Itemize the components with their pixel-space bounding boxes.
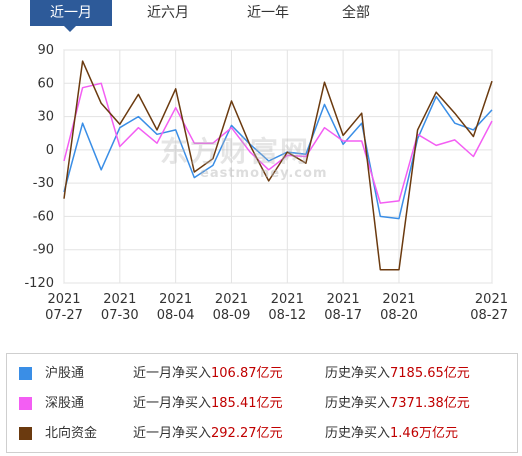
tab-one-month[interactable]: 近一月 [30,0,112,26]
y-tick-label: -60 [33,209,54,224]
x-tick-label-date: 07-30 [101,308,139,323]
x-tick-label-year: 2021 [382,292,415,307]
series-color-swatch [19,397,32,410]
series-name: 沪股通 [45,366,85,381]
y-tick-label: 0 [46,143,54,158]
period-tabs: 近一月 近六月 近一年 全部 [0,0,522,32]
x-tick-label-date: 08-17 [324,308,362,323]
hist-value: 7371.38亿元 [390,396,470,411]
northbound-flow-chart: 9060300-30-60-90-120202107-27202107-3020… [24,43,508,323]
x-tick-label-date: 08-27 [470,308,508,323]
x-tick-label-year: 2021 [327,292,360,307]
legend-row: 北向资金 近一月净买入292.27亿元 历史净买入1.46万亿元 [7,418,517,450]
legend-row: 沪股通 近一月净买入106.87亿元 历史净买入7185.65亿元 [7,358,517,390]
month-label: 近一月净买入 [133,426,212,441]
y-tick-label: -120 [24,276,54,291]
y-tick-label: 60 [37,76,54,91]
watermark-logo: 东方财富网 [160,135,311,168]
series-color-swatch [19,427,32,440]
month-net-buy: 近一月净买入106.87亿元 [133,358,283,390]
tab-one-year[interactable]: 近一年 [247,5,289,21]
month-net-buy: 近一月净买入292.27亿元 [133,418,283,450]
x-tick-label-date: 08-20 [380,308,418,323]
x-tick-label-date: 08-04 [157,308,195,323]
tab-all[interactable]: 全部 [342,5,370,21]
hist-net-buy: 历史净买入7371.38亿元 [325,388,470,420]
series-name: 深股通 [45,396,85,411]
hist-net-buy: 历史净买入7185.65亿元 [325,358,470,390]
month-value: 292.27亿元 [211,426,283,441]
series-line-沪股通 [63,95,493,220]
x-tick-label-year: 2021 [475,292,508,307]
series-line-深股通 [63,82,493,204]
month-net-buy: 近一月净买入185.41亿元 [133,388,283,420]
hist-label: 历史净买入 [325,366,391,381]
tab-six-months[interactable]: 近六月 [147,5,189,21]
month-label: 近一月净买入 [133,366,212,381]
hist-value: 7185.65亿元 [390,366,470,381]
series-line-北向资金 [63,60,493,271]
hist-net-buy: 历史净买入1.46万亿元 [325,418,458,450]
x-tick-label-date: 07-27 [45,308,83,323]
x-tick-label-year: 2021 [271,292,304,307]
y-tick-label: -30 [33,176,54,191]
legend-row: 深股通 近一月净买入185.41亿元 历史净买入7371.38亿元 [7,388,517,420]
month-value: 185.41亿元 [211,396,283,411]
x-tick-label-year: 2021 [215,292,248,307]
y-tick-label: -90 [33,243,54,258]
y-tick-label: 30 [37,110,54,125]
legend-table: 沪股通 近一月净买入106.87亿元 历史净买入7185.65亿元 深股通 近一… [6,353,518,453]
x-tick-label-year: 2021 [159,292,192,307]
series-color-swatch [19,367,32,380]
x-tick-label-year: 2021 [47,292,80,307]
hist-label: 历史净买入 [325,426,391,441]
x-tick-label-date: 08-12 [268,308,306,323]
y-tick-label: 90 [37,43,54,58]
x-tick-label-date: 08-09 [213,308,251,323]
month-value: 106.87亿元 [211,366,283,381]
active-tab-pointer [64,26,76,32]
month-label: 近一月净买入 [133,396,212,411]
x-tick-label-year: 2021 [103,292,136,307]
hist-label: 历史净买入 [325,396,391,411]
hist-value: 1.46万亿元 [390,426,458,441]
watermark-url: eastmoney.com [200,166,328,181]
series-name: 北向资金 [45,426,98,441]
